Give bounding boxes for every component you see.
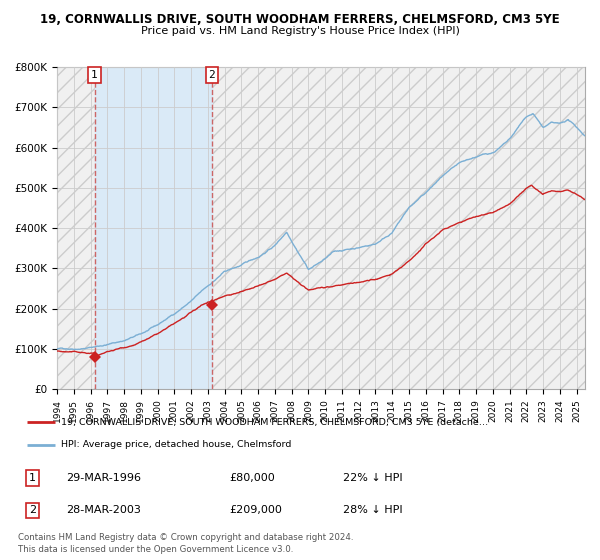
Text: £80,000: £80,000 xyxy=(229,473,275,483)
Bar xyxy=(95,67,212,389)
Text: 19, CORNWALLIS DRIVE, SOUTH WOODHAM FERRERS, CHELMSFORD, CM3 5YE (detache…: 19, CORNWALLIS DRIVE, SOUTH WOODHAM FERR… xyxy=(61,418,488,427)
Text: 1: 1 xyxy=(91,70,98,80)
Bar xyxy=(212,67,585,389)
Text: £209,000: £209,000 xyxy=(229,505,282,515)
Text: 19, CORNWALLIS DRIVE, SOUTH WOODHAM FERRERS, CHELMSFORD, CM3 5YE: 19, CORNWALLIS DRIVE, SOUTH WOODHAM FERR… xyxy=(40,13,560,26)
Text: 28-MAR-2003: 28-MAR-2003 xyxy=(67,505,142,515)
Bar xyxy=(57,67,95,389)
Text: 28% ↓ HPI: 28% ↓ HPI xyxy=(343,505,403,515)
Text: 29-MAR-1996: 29-MAR-1996 xyxy=(67,473,142,483)
Text: 1: 1 xyxy=(29,473,36,483)
Text: HPI: Average price, detached house, Chelmsford: HPI: Average price, detached house, Chel… xyxy=(61,440,291,449)
Text: 22% ↓ HPI: 22% ↓ HPI xyxy=(343,473,403,483)
Text: Contains HM Land Registry data © Crown copyright and database right 2024.
This d: Contains HM Land Registry data © Crown c… xyxy=(18,533,353,554)
Text: 2: 2 xyxy=(209,70,215,80)
Text: 2: 2 xyxy=(29,505,36,515)
Text: Price paid vs. HM Land Registry's House Price Index (HPI): Price paid vs. HM Land Registry's House … xyxy=(140,26,460,36)
